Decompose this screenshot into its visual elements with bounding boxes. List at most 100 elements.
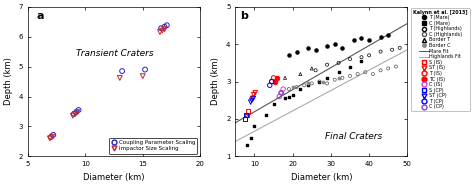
- Point: [69, 114, 77, 117]
- Point: [277, 91, 285, 94]
- Point: [323, 76, 331, 79]
- Point: [275, 95, 283, 98]
- Point: [365, 54, 373, 57]
- Point: [384, 67, 392, 70]
- Point: [316, 80, 323, 83]
- Point: [163, 24, 171, 27]
- Point: [335, 71, 342, 74]
- Point: [358, 37, 365, 40]
- Point: [157, 27, 165, 30]
- Point: [250, 93, 257, 96]
- Point: [362, 71, 369, 74]
- Point: [384, 33, 392, 36]
- Point: [75, 108, 82, 111]
- Point: [49, 133, 57, 136]
- Point: [251, 91, 259, 94]
- Point: [272, 80, 279, 83]
- Point: [388, 48, 396, 51]
- Point: [262, 114, 270, 117]
- X-axis label: Diameter (km): Diameter (km): [291, 173, 352, 182]
- Point: [73, 111, 81, 114]
- Point: [116, 76, 124, 79]
- Legend: Coupling Parameter Scaling, Impactor Size Scaling: Coupling Parameter Scaling, Impactor Siz…: [109, 138, 197, 154]
- Point: [293, 86, 301, 89]
- Point: [369, 73, 377, 76]
- Point: [297, 88, 304, 91]
- Point: [247, 101, 255, 104]
- Point: [242, 114, 250, 117]
- Point: [46, 137, 54, 140]
- Point: [248, 99, 255, 102]
- Point: [338, 46, 346, 49]
- Point: [285, 54, 292, 57]
- Y-axis label: Depth (km): Depth (km): [211, 58, 220, 105]
- Point: [335, 76, 342, 79]
- Point: [241, 118, 249, 121]
- Point: [268, 80, 275, 83]
- Point: [338, 76, 346, 79]
- Y-axis label: Depth (km): Depth (km): [4, 58, 13, 105]
- Point: [270, 102, 277, 105]
- Point: [301, 84, 308, 87]
- Point: [139, 75, 146, 78]
- Point: [70, 112, 78, 115]
- Point: [331, 78, 338, 81]
- Point: [289, 93, 296, 96]
- X-axis label: Diameter (km): Diameter (km): [83, 173, 145, 182]
- Point: [392, 65, 400, 68]
- Point: [358, 56, 365, 59]
- Point: [277, 91, 285, 94]
- Point: [158, 29, 166, 32]
- Point: [273, 76, 281, 79]
- Point: [346, 65, 354, 68]
- Point: [161, 25, 168, 28]
- Text: b: b: [240, 11, 248, 21]
- Point: [354, 73, 362, 76]
- Point: [285, 95, 292, 98]
- Point: [304, 84, 312, 87]
- Point: [249, 97, 257, 100]
- Point: [323, 44, 331, 47]
- Point: [358, 60, 365, 62]
- Point: [319, 80, 327, 83]
- Point: [71, 112, 79, 115]
- Point: [312, 69, 319, 72]
- Point: [293, 50, 301, 53]
- Point: [277, 91, 285, 94]
- Point: [243, 114, 251, 117]
- Point: [266, 84, 273, 87]
- Point: [156, 31, 164, 34]
- Point: [316, 80, 323, 83]
- Point: [279, 88, 287, 91]
- Point: [48, 135, 56, 138]
- Point: [377, 50, 384, 53]
- Point: [289, 86, 296, 89]
- Point: [281, 76, 289, 79]
- Point: [346, 74, 354, 77]
- Point: [270, 76, 277, 79]
- Point: [365, 39, 373, 42]
- Point: [268, 80, 275, 83]
- Point: [377, 35, 384, 38]
- Point: [244, 110, 252, 113]
- Point: [350, 39, 357, 42]
- Point: [308, 82, 316, 85]
- Point: [47, 135, 55, 138]
- Point: [304, 46, 312, 49]
- Point: [323, 63, 331, 66]
- Legend: T (Mare), C (Mare), T (Highlands), C (Highlands), Border T, Border C, Mare Fit, : T (Mare), C (Mare), T (Highlands), C (Hi…: [411, 8, 470, 111]
- Text: Transient Craters: Transient Craters: [76, 49, 154, 58]
- Point: [396, 46, 403, 49]
- Point: [335, 61, 342, 64]
- Point: [308, 67, 316, 70]
- Point: [141, 68, 149, 71]
- Point: [247, 136, 255, 139]
- Point: [118, 70, 126, 73]
- Point: [346, 58, 354, 61]
- Point: [243, 144, 251, 147]
- Point: [285, 88, 292, 91]
- Point: [297, 73, 304, 76]
- Text: Final Craters: Final Craters: [325, 132, 382, 142]
- Point: [251, 125, 258, 128]
- Point: [377, 69, 384, 72]
